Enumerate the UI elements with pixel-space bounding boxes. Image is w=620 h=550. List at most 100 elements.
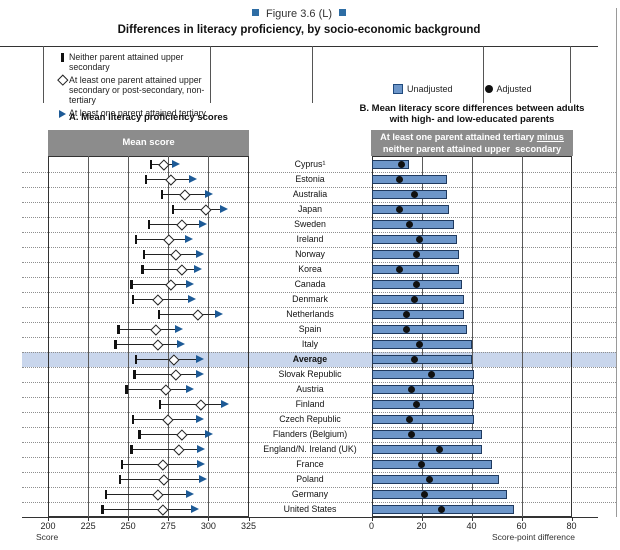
figure-label-text: Figure 3.6 (L) bbox=[265, 8, 333, 20]
neither-parent-marker bbox=[131, 415, 135, 424]
range-line bbox=[158, 313, 218, 315]
range-line bbox=[160, 403, 225, 405]
adjusted-dot bbox=[398, 161, 405, 168]
row-separator bbox=[22, 292, 616, 293]
panel-a-gridline bbox=[168, 156, 170, 517]
panel-a-gridline bbox=[128, 156, 130, 517]
adjusted-dot bbox=[410, 296, 418, 303]
country-label: Germany bbox=[291, 488, 329, 499]
adjusted-dot bbox=[418, 461, 425, 468]
row-separator bbox=[22, 247, 616, 248]
neither-parent-marker bbox=[171, 205, 175, 214]
country-label: Austria bbox=[296, 383, 324, 394]
country-label: Denmark bbox=[292, 293, 328, 304]
panel-b-gridline bbox=[471, 156, 473, 517]
unadjusted-bar bbox=[371, 325, 467, 334]
range-line bbox=[126, 388, 190, 390]
country-label: Sweden bbox=[294, 218, 326, 229]
legend-item-label: At least one parent attained upper secon… bbox=[69, 74, 205, 106]
row-separator bbox=[22, 337, 616, 338]
tertiary-marker bbox=[199, 475, 207, 483]
neither-parent-marker bbox=[141, 265, 144, 274]
adjusted-dot bbox=[435, 446, 443, 453]
panel-b-tick bbox=[421, 517, 423, 521]
range-line bbox=[115, 343, 180, 345]
panel-a-tick-label: 325 bbox=[240, 521, 257, 531]
adjusted-dot bbox=[405, 416, 413, 423]
tertiary-marker bbox=[189, 175, 198, 183]
panel-a-tick bbox=[88, 517, 90, 521]
panel-b-tick-label: 0 bbox=[368, 521, 374, 531]
legend-unadjusted-label: Unadjusted bbox=[407, 84, 453, 94]
row-separator bbox=[22, 352, 616, 353]
neither-parent-marker bbox=[160, 190, 164, 199]
range-line bbox=[131, 448, 201, 450]
row-separator bbox=[22, 382, 616, 383]
panel-a-tick-label: 200 bbox=[40, 521, 56, 531]
unadjusted-bar bbox=[371, 430, 482, 439]
column-divider bbox=[210, 46, 211, 103]
neither-parent-marker bbox=[149, 160, 152, 169]
row-separator bbox=[22, 427, 616, 428]
legend-icon-wrap bbox=[56, 108, 69, 118]
row-separator bbox=[22, 232, 616, 233]
adjusted-dot bbox=[405, 221, 413, 228]
unadjusted-bar bbox=[371, 415, 474, 424]
panel-b-tick bbox=[521, 517, 523, 521]
country-label: Poland bbox=[296, 473, 324, 484]
neither-parent-marker bbox=[131, 295, 135, 304]
vertical-bar-icon bbox=[61, 52, 64, 62]
unadjusted-bar bbox=[371, 205, 449, 214]
range-line bbox=[136, 238, 188, 240]
panel-a-tick bbox=[248, 517, 250, 521]
legend-item-label: At least one parent attained tertiary bbox=[69, 108, 206, 119]
tertiary-marker bbox=[197, 460, 206, 468]
tertiary-marker bbox=[174, 325, 183, 333]
panel-b-header-minus: minus bbox=[536, 132, 564, 142]
page-right-edge-line bbox=[616, 8, 617, 517]
neither-parent-marker bbox=[130, 280, 133, 289]
row-separator bbox=[22, 397, 616, 398]
panel-b-header-line2: neither parent attained upper secondary bbox=[382, 144, 562, 154]
panel-a-tick bbox=[48, 517, 49, 521]
tertiary-marker bbox=[197, 445, 206, 453]
country-label: Japan bbox=[298, 203, 322, 214]
neither-parent-marker bbox=[147, 220, 151, 229]
unadjusted-bar bbox=[371, 235, 457, 244]
adjusted-dot bbox=[408, 386, 415, 393]
range-line bbox=[173, 208, 223, 210]
unadjusted-bar bbox=[371, 175, 447, 184]
tertiary-marker bbox=[186, 280, 195, 288]
score-axis-label: Score bbox=[36, 532, 59, 542]
adjusted-dot bbox=[410, 191, 418, 198]
neither-parent-marker bbox=[157, 310, 160, 319]
panel-a-gridline bbox=[88, 156, 90, 517]
country-label: Estonia bbox=[295, 173, 325, 184]
panel-a-tick-label: 275 bbox=[160, 521, 176, 531]
row-separator bbox=[22, 172, 616, 173]
legend-adjustment: Unadjusted Adjusted bbox=[393, 84, 553, 94]
tertiary-marker bbox=[205, 190, 214, 198]
neither-parent-marker bbox=[101, 505, 104, 514]
country-label: Cyprus¹ bbox=[294, 158, 326, 169]
adjusted-dot bbox=[438, 506, 445, 513]
range-line bbox=[139, 433, 209, 435]
panel-b-title-line1: B. Mean literacy score differences betwe… bbox=[359, 103, 585, 114]
tertiary-marker bbox=[191, 505, 199, 513]
row-separator bbox=[22, 472, 616, 473]
row-separator bbox=[22, 322, 616, 323]
adjusted-dot bbox=[413, 251, 420, 258]
tertiary-marker bbox=[184, 235, 193, 243]
unadjusted-bar bbox=[371, 445, 482, 454]
column-divider bbox=[570, 46, 571, 103]
country-label: Average bbox=[292, 353, 328, 364]
unadjusted-bar bbox=[371, 355, 472, 364]
neither-parent-marker bbox=[135, 235, 138, 244]
panel-b-tick bbox=[371, 517, 373, 521]
column-divider bbox=[483, 46, 484, 103]
legend-adjusted-label: Adjusted bbox=[496, 84, 532, 94]
legend-item-label: Neither parent attained upper secondary bbox=[69, 52, 184, 73]
range-line bbox=[136, 358, 199, 360]
unadjusted-bar bbox=[371, 400, 474, 409]
country-label: Australia bbox=[292, 188, 328, 199]
